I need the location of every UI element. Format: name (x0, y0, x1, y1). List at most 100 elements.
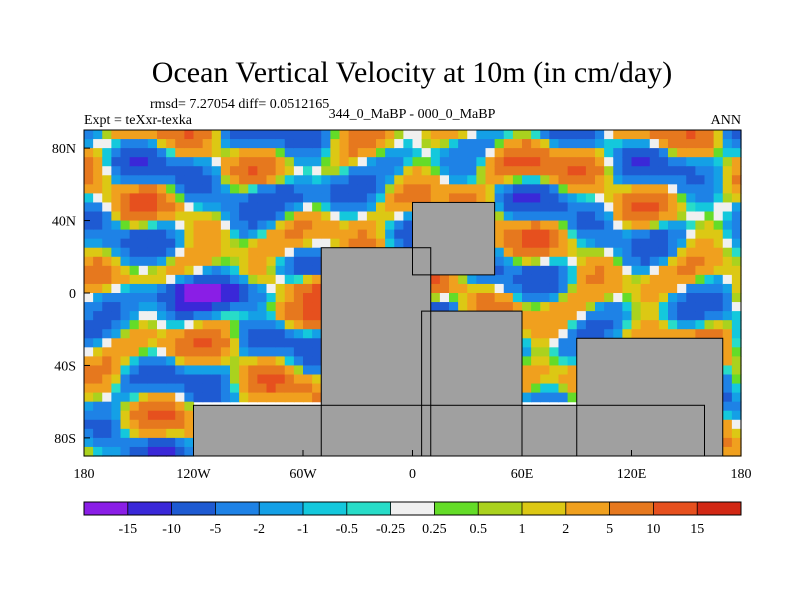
field-cell (576, 193, 587, 204)
field-cell (129, 428, 140, 439)
field-cell (166, 311, 176, 321)
field-cell (412, 130, 423, 140)
field-cell (731, 374, 742, 385)
field-cell (549, 329, 560, 339)
field-cell (93, 428, 103, 439)
field-cell (138, 419, 149, 430)
field-cell (366, 229, 377, 240)
field-cell (157, 293, 167, 303)
field-cell (184, 365, 195, 376)
field-cell (503, 256, 514, 267)
field-cell (476, 184, 487, 194)
field-cell (129, 401, 140, 412)
chart-title: Ocean Vertical Velocity at 10m (in cm/da… (152, 56, 672, 89)
field-cell (257, 238, 268, 249)
field-cell (312, 193, 322, 204)
field-cell (184, 293, 195, 303)
field-cell (93, 437, 103, 448)
field-cell (558, 211, 569, 222)
field-cell (193, 365, 204, 376)
field-cell (230, 220, 240, 231)
field-cell (567, 175, 578, 185)
field-cell (458, 302, 468, 312)
field-cell (248, 211, 258, 222)
field-cell (357, 157, 368, 167)
colorbar-swatch (390, 502, 435, 515)
velocity-field (84, 130, 742, 457)
field-cell (184, 148, 195, 158)
field-cell (631, 274, 642, 285)
field-cell (357, 184, 368, 194)
field-cell (412, 193, 423, 204)
field-cell (184, 202, 195, 213)
field-cell (376, 220, 386, 231)
field-cell (293, 130, 304, 140)
field-cell (248, 139, 258, 149)
field-cell (531, 338, 541, 348)
field-cell (111, 419, 122, 430)
field-cell (649, 293, 660, 303)
field-cell (175, 356, 185, 367)
field-cell (704, 220, 715, 231)
field-cell (339, 130, 350, 140)
field-cell (540, 265, 550, 276)
field-cell (303, 157, 313, 167)
field-cell (303, 365, 313, 376)
y-tick-label: 0 (69, 287, 76, 302)
field-cell (293, 365, 304, 376)
field-cell (175, 175, 185, 185)
field-cell (157, 148, 167, 158)
field-cell (595, 229, 605, 240)
field-cell (230, 202, 240, 213)
field-cell (613, 293, 623, 303)
field-cell (120, 365, 131, 376)
field-cell (731, 130, 742, 140)
field-cell (686, 293, 696, 303)
field-cell (485, 184, 496, 194)
field-cell (348, 139, 359, 149)
field-cell (330, 229, 341, 240)
field-cell (558, 311, 569, 321)
field-cell (266, 320, 277, 330)
field-cell (494, 166, 505, 176)
field-cell (695, 229, 706, 240)
field-cell (257, 139, 268, 149)
field-cell (147, 247, 158, 258)
field-cell (120, 256, 131, 267)
field-cell (175, 211, 185, 222)
field-cell (558, 238, 569, 249)
field-cell (220, 175, 231, 185)
field-cell (93, 302, 103, 312)
field-cell (439, 157, 450, 167)
field-cell (138, 220, 149, 231)
field-cell (604, 166, 614, 176)
field-cell (494, 193, 505, 204)
field-cell (193, 302, 204, 312)
field-cell (284, 130, 295, 140)
field-cell (686, 157, 696, 167)
field-cell (467, 139, 477, 149)
field-cell (230, 229, 240, 240)
field-cell (522, 374, 532, 385)
field-cell (175, 202, 185, 213)
field-cell (111, 392, 122, 403)
field-cell (111, 220, 122, 231)
field-cell (412, 175, 423, 185)
field-cell (120, 356, 131, 367)
field-cell (175, 320, 185, 330)
field-cell (385, 130, 395, 140)
field-cell (120, 347, 131, 357)
field-cell (522, 256, 532, 267)
field-cell (631, 130, 642, 140)
field-cell (138, 401, 149, 412)
field-cell (558, 229, 569, 240)
field-cell (93, 256, 103, 267)
field-cell (166, 265, 176, 276)
field-cell (275, 365, 286, 376)
field-cell (84, 419, 94, 430)
field-cell (239, 220, 249, 231)
field-cell (120, 148, 131, 158)
field-cell (330, 166, 341, 176)
field-cell (567, 229, 578, 240)
field-cell (102, 347, 112, 357)
